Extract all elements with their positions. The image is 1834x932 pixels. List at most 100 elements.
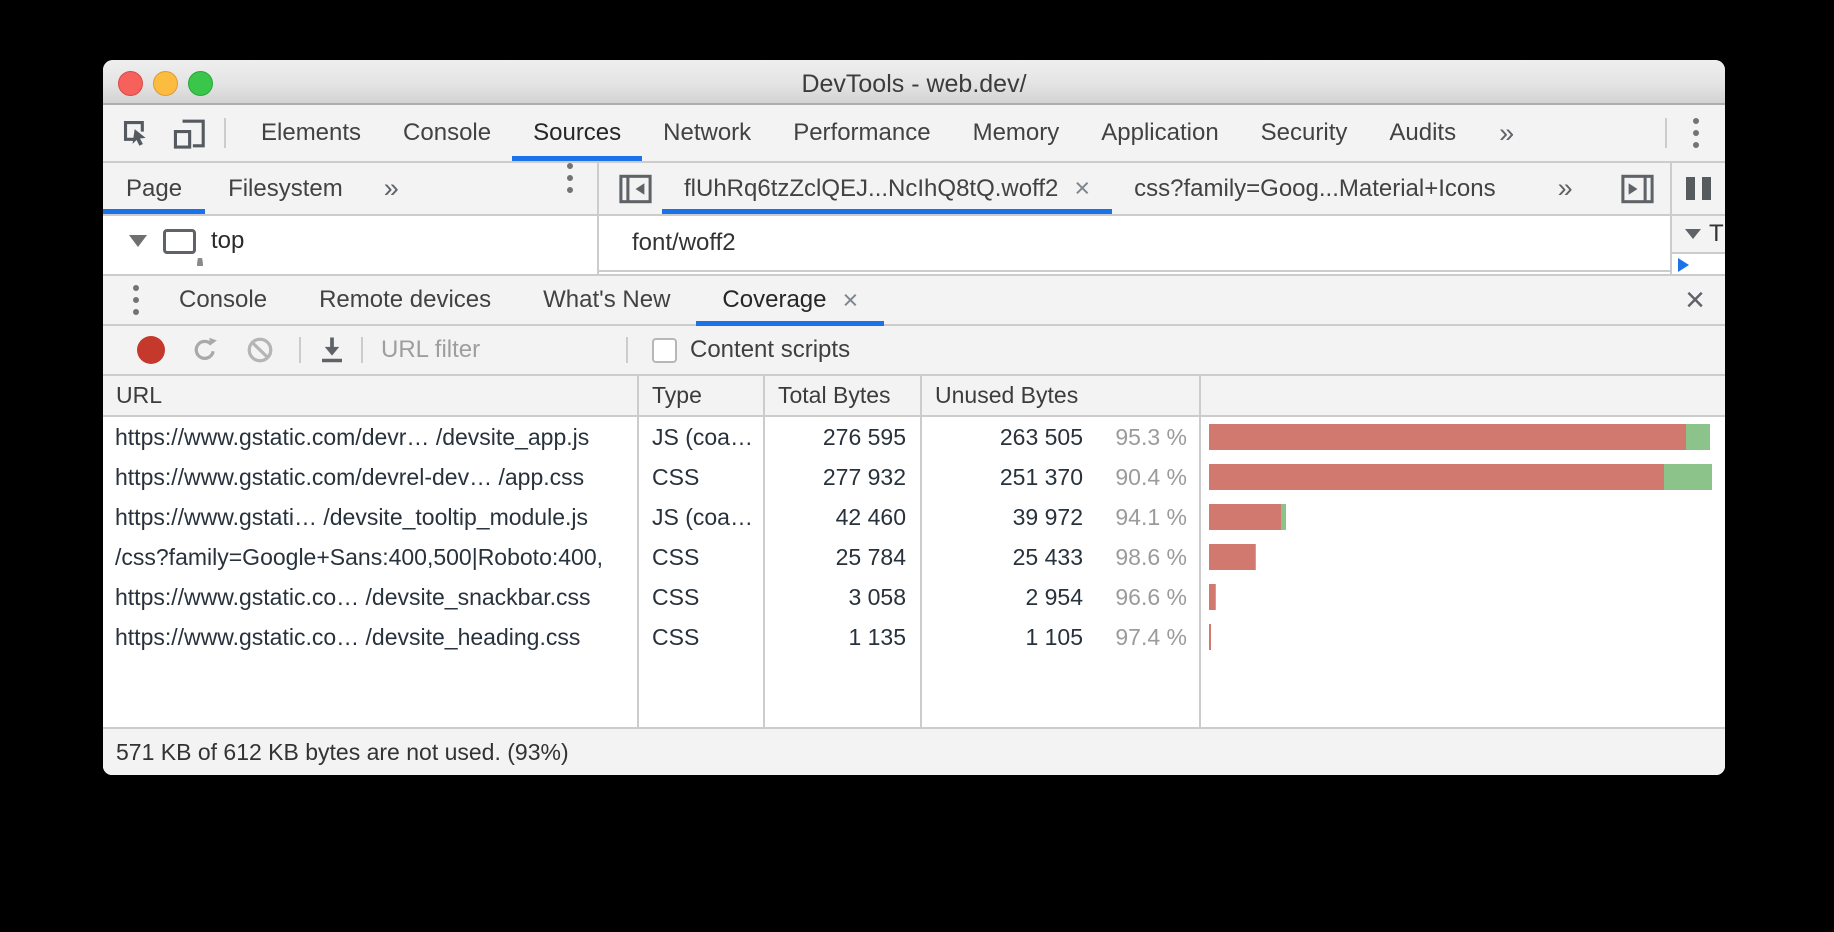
- tab-performance[interactable]: Performance: [793, 119, 931, 146]
- collapse-arrow-icon: [1685, 229, 1701, 239]
- column-header-total-bytes[interactable]: Total Bytes: [765, 376, 922, 415]
- sources-panel: Page Filesystem » top: [103, 163, 1725, 274]
- unused-bytes-value: 251 370: [999, 463, 1083, 490]
- cell-unused-bytes: 25 433 98.6 %: [922, 537, 1201, 577]
- more-editor-tabs-icon[interactable]: »: [1557, 173, 1573, 203]
- drawer-tab-remote-devices[interactable]: Remote devices: [319, 286, 492, 313]
- zoom-window-button[interactable]: [188, 71, 213, 96]
- more-tabs-icon[interactable]: »: [1499, 117, 1515, 148]
- url-filter-input[interactable]: [379, 335, 608, 365]
- usage-bar: [1209, 504, 1286, 530]
- toolbar-separator: [626, 337, 628, 363]
- toolbar-separator: [361, 337, 363, 363]
- file-tree: top: [103, 216, 597, 274]
- usage-bar: [1209, 424, 1710, 450]
- usage-bar: [1209, 544, 1256, 570]
- used-bar-segment: [1281, 504, 1286, 530]
- table-row[interactable]: /css?family=Google+Sans:400,500|Roboto:4…: [103, 537, 1725, 577]
- tab-elements[interactable]: Elements: [261, 119, 362, 146]
- cell-usage-bar: [1201, 577, 1725, 617]
- hide-navigator-icon[interactable]: [619, 174, 652, 204]
- unused-bar-segment: [1209, 424, 1687, 450]
- minimize-window-button[interactable]: [153, 71, 178, 96]
- tab-console[interactable]: Console: [403, 119, 492, 146]
- cell-type: JS (coa…: [639, 497, 765, 537]
- table-row[interactable]: https://www.gstatic.com/devrel-dev… /app…: [103, 457, 1725, 497]
- tab-network[interactable]: Network: [663, 119, 752, 146]
- cell-unused-bytes: 2 954 96.6 %: [922, 577, 1201, 617]
- expand-arrow-icon[interactable]: [129, 235, 147, 247]
- tab-page[interactable]: Page: [103, 163, 206, 214]
- drawer-tab-whats-new[interactable]: What's New: [543, 286, 671, 313]
- cell-url: https://www.gstatic.com/devrel-dev… /app…: [103, 457, 639, 497]
- traffic-lights: [118, 71, 213, 96]
- unused-bar-segment: [1209, 584, 1215, 610]
- file-tab-label: css?family=Goog...Material+Icons: [1134, 174, 1496, 202]
- cell-url: https://www.gstatic.com/devr… /devsite_a…: [103, 417, 639, 457]
- unused-bytes-value: 25 433: [1012, 543, 1083, 570]
- used-bar-segment: [1686, 424, 1710, 450]
- navigator-menu-icon[interactable]: [543, 163, 597, 214]
- cell-usage-bar: [1201, 617, 1725, 657]
- column-header-usage-bar[interactable]: [1201, 376, 1725, 415]
- tree-item-top[interactable]: top: [103, 224, 597, 258]
- cell-usage-bar: [1201, 457, 1725, 497]
- pause-script-icon[interactable]: [1686, 177, 1711, 200]
- table-empty-area: [103, 657, 1725, 727]
- tab-sources[interactable]: Sources: [512, 105, 643, 161]
- table-row[interactable]: https://www.gstatic.co… /devsite_heading…: [103, 617, 1725, 657]
- more-navigator-tabs-icon[interactable]: »: [383, 173, 399, 203]
- file-tab-label: flUhRq6tzZclQEJ...NcIhQ8tQ.woff2: [684, 174, 1059, 202]
- column-header-type[interactable]: Type: [639, 376, 765, 415]
- cell-type: CSS: [639, 537, 765, 577]
- reload-icon[interactable]: [190, 335, 220, 365]
- unused-bytes-value: 39 972: [1012, 503, 1083, 530]
- drawer-tab-console[interactable]: Console: [179, 286, 268, 313]
- debugger-toolbar: [1672, 163, 1725, 216]
- unused-bar-segment: [1209, 544, 1256, 570]
- record-coverage-button[interactable]: [137, 336, 165, 364]
- table-row[interactable]: https://www.gstatic.com/devr… /devsite_a…: [103, 417, 1725, 457]
- threads-section-header[interactable]: Th: [1672, 216, 1725, 254]
- device-toolbar-icon[interactable]: [172, 118, 206, 149]
- close-tab-icon[interactable]: ×: [1074, 173, 1091, 203]
- toolbar-separator: [224, 118, 226, 148]
- cell-total-bytes: 3 058: [765, 577, 922, 617]
- toolbar-separator: [299, 337, 301, 363]
- devtools-menu-icon[interactable]: [1667, 118, 1725, 148]
- titlebar: DevTools - web.dev/: [103, 60, 1725, 105]
- navigator-pane: Page Filesystem » top: [103, 163, 599, 274]
- table-row[interactable]: https://www.gstatic.co… /devsite_snackba…: [103, 577, 1725, 617]
- table-row[interactable]: https://www.gstati… /devsite_tooltip_mod…: [103, 497, 1725, 537]
- tab-audits[interactable]: Audits: [1389, 119, 1457, 146]
- tab-memory[interactable]: Memory: [972, 119, 1060, 146]
- file-tab-woff2[interactable]: flUhRq6tzZclQEJ...NcIhQ8tQ.woff2 ×: [662, 163, 1113, 214]
- inspect-element-icon[interactable]: [121, 118, 152, 149]
- close-drawer-icon[interactable]: ×: [1685, 280, 1705, 319]
- cell-usage-bar: [1201, 417, 1725, 457]
- cell-type: CSS: [639, 577, 765, 617]
- file-tab-css-family[interactable]: css?family=Goog...Material+Icons: [1112, 163, 1518, 214]
- debugger-pane: Th: [1670, 163, 1725, 274]
- cell-usage-bar: [1201, 537, 1725, 577]
- column-header-unused-bytes[interactable]: Unused Bytes: [922, 376, 1201, 415]
- clear-icon[interactable]: [245, 335, 275, 365]
- tree-item-clipped[interactable]: [103, 258, 597, 266]
- close-coverage-tab-icon[interactable]: ×: [842, 284, 859, 315]
- cell-type: JS (coa…: [639, 417, 765, 457]
- tab-application[interactable]: Application: [1101, 119, 1219, 146]
- tab-security[interactable]: Security: [1260, 119, 1348, 146]
- coverage-status-bar: 571 KB of 612 KB bytes are not used. (93…: [103, 727, 1725, 775]
- cell-type: CSS: [639, 617, 765, 657]
- show-debugger-sidebar-icon[interactable]: [1621, 174, 1654, 204]
- content-scripts-checkbox[interactable]: [652, 337, 677, 363]
- tab-filesystem[interactable]: Filesystem: [228, 174, 343, 202]
- drawer-tab-coverage[interactable]: Coverage ×: [696, 276, 885, 326]
- column-header-url[interactable]: URL: [103, 376, 639, 415]
- used-bar-segment: [1663, 464, 1712, 490]
- export-icon[interactable]: [317, 335, 347, 365]
- drawer-menu-icon[interactable]: [103, 285, 139, 315]
- cell-unused-bytes: 263 505 95.3 %: [922, 417, 1201, 457]
- cell-total-bytes: 276 595: [765, 417, 922, 457]
- close-window-button[interactable]: [118, 71, 143, 96]
